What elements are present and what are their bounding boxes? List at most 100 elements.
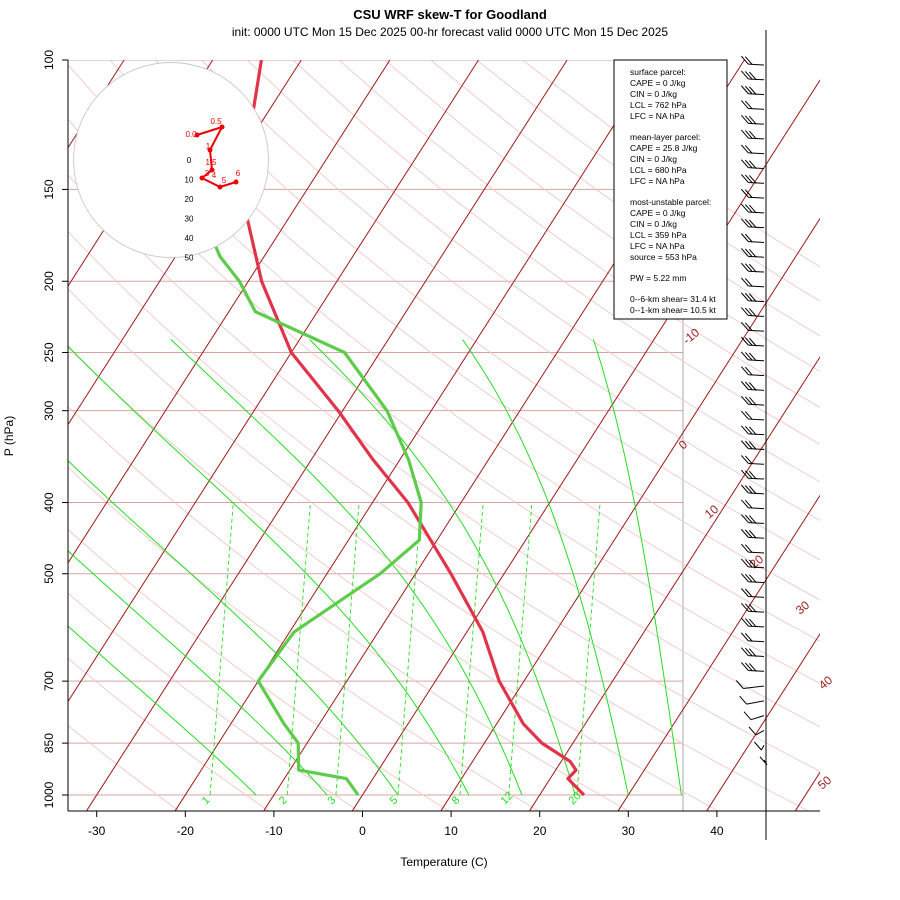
moist-adiabat bbox=[170, 339, 523, 796]
wind-barb-flag bbox=[748, 86, 757, 96]
wind-barb-flag bbox=[744, 189, 753, 199]
isotherm-label: 30 bbox=[793, 598, 812, 618]
mixing-ratio-label: 1 bbox=[200, 794, 213, 807]
parameter-text: CAPE = 25.8 J/kg bbox=[630, 143, 698, 153]
mixing-ratio-line bbox=[576, 502, 601, 796]
wind-barb-flag bbox=[740, 203, 749, 213]
hodograph-point bbox=[209, 167, 215, 173]
isotherm-line bbox=[68, 60, 479, 703]
wind-barb-flag bbox=[744, 85, 753, 95]
dewpoint-line bbox=[190, 188, 423, 796]
hodograph-point bbox=[194, 132, 200, 138]
isotherm-line bbox=[706, 632, 820, 811]
dry-adiabat bbox=[68, 528, 449, 811]
wind-barb-flag bbox=[743, 711, 752, 720]
parameter-text: CIN = 0 J/kg bbox=[630, 219, 677, 229]
dry-adiabat bbox=[384, 60, 820, 372]
moist-adiabat bbox=[309, 339, 576, 796]
wind-barb-flag bbox=[740, 114, 749, 124]
wind-barb-flag bbox=[735, 680, 744, 689]
wind-barb-flag bbox=[744, 485, 753, 494]
wind-barb-flag bbox=[744, 470, 753, 480]
dry-adiabat bbox=[68, 230, 820, 772]
x-tick-label: 0 bbox=[359, 824, 366, 838]
wind-barb-staff bbox=[748, 63, 765, 66]
hodograph-point-label: 1.5 bbox=[205, 158, 217, 167]
wind-barb-flag bbox=[753, 741, 762, 751]
hodograph-ring-label: 10 bbox=[185, 176, 194, 185]
wind-barb-flag bbox=[748, 426, 757, 436]
parameter-text: PW = 5.22 mm bbox=[630, 273, 686, 283]
wind-barb-flag bbox=[748, 308, 757, 317]
hodograph-point-label: 6 bbox=[236, 169, 241, 178]
wind-barb-flag bbox=[748, 559, 757, 569]
wind-barb-flag bbox=[744, 588, 753, 598]
wind-barb-flag bbox=[748, 441, 757, 450]
wind-barb-flag bbox=[740, 366, 749, 376]
hodograph-point bbox=[207, 147, 213, 153]
parameter-text: LCL = 359 hPa bbox=[630, 230, 687, 240]
wind-barb-flag bbox=[744, 292, 753, 302]
y-tick-label: 300 bbox=[42, 400, 56, 420]
parameter-text: LFC = NA hPa bbox=[630, 241, 685, 251]
parameter-text: CIN = 0 J/kg bbox=[630, 154, 677, 164]
wind-barb-staff bbox=[748, 551, 765, 554]
wind-barb-flag bbox=[748, 263, 757, 273]
wind-barb-flag bbox=[744, 248, 753, 258]
wind-barb-flag bbox=[744, 56, 753, 65]
parameter-text: CAPE = 0 J/kg bbox=[630, 208, 686, 218]
parameter-text: surface parcel: bbox=[630, 67, 686, 77]
y-tick-label: 250 bbox=[42, 342, 56, 362]
parameter-text: LCL = 762 hPa bbox=[630, 100, 687, 110]
parameter-text: LFC = NA hPa bbox=[630, 111, 685, 121]
wind-barb-flag bbox=[740, 218, 749, 228]
wind-barb-flag bbox=[748, 515, 757, 524]
wind-barb-flag bbox=[740, 144, 749, 154]
wind-barb-flag bbox=[748, 603, 757, 613]
x-tick-label: 30 bbox=[622, 824, 636, 838]
wind-barb-flag bbox=[744, 174, 753, 184]
wind-barb-staff bbox=[748, 196, 765, 199]
wind-barb-flag bbox=[744, 455, 753, 465]
wind-barb-flag bbox=[740, 85, 749, 95]
wind-barb-flag bbox=[744, 499, 753, 509]
isotherm-line bbox=[617, 494, 820, 811]
mixing-ratio-label: 5 bbox=[388, 794, 401, 807]
hodograph-point bbox=[233, 179, 239, 185]
parameter-text: source = 553 hPa bbox=[630, 252, 697, 262]
hodograph-ring-label: 0 bbox=[187, 156, 192, 165]
isotherm-line bbox=[352, 79, 820, 811]
hodograph-point bbox=[199, 175, 205, 181]
parameter-text: 0--6-km shear= 31.4 kt bbox=[630, 294, 716, 304]
wind-barb-flag bbox=[744, 573, 753, 583]
wind-barb-flag bbox=[744, 529, 753, 539]
wind-barb-flag bbox=[740, 410, 749, 420]
moist-adiabat bbox=[68, 550, 328, 796]
wind-barb-staff bbox=[748, 374, 765, 377]
wind-barb-flag bbox=[748, 396, 757, 406]
x-tick-label: 20 bbox=[533, 824, 547, 838]
wind-barb-flag bbox=[748, 115, 757, 125]
wind-barb-flag bbox=[740, 455, 749, 464]
wind-barb-flag bbox=[744, 159, 753, 169]
y-tick-label: 500 bbox=[42, 563, 56, 583]
chart-title: CSU WRF skew-T for Goodland bbox=[353, 7, 547, 22]
y-axis-label: P (hPa) bbox=[2, 416, 16, 456]
wind-barb-staff bbox=[748, 418, 765, 421]
wind-barb-flag bbox=[759, 756, 768, 766]
wind-barb-flag bbox=[744, 603, 753, 613]
hodograph: 0 10 20 30 40 50 0.0 0.5 1 1.5 3 456 bbox=[73, 62, 269, 263]
wind-barbs bbox=[735, 30, 768, 840]
wind-barb-flag bbox=[744, 115, 753, 125]
wind-barb-flag bbox=[744, 633, 753, 642]
wind-barb-staff bbox=[748, 507, 765, 510]
wind-barb-flag bbox=[744, 233, 753, 243]
mixing-ratio-label: 12 bbox=[498, 790, 515, 807]
moist-adiabat bbox=[68, 625, 257, 796]
wind-barb-flag bbox=[740, 381, 749, 390]
hodograph-point-label: 1 bbox=[206, 142, 211, 151]
mixing-ratio-line bbox=[508, 502, 533, 796]
wind-barb-flag bbox=[744, 544, 753, 553]
